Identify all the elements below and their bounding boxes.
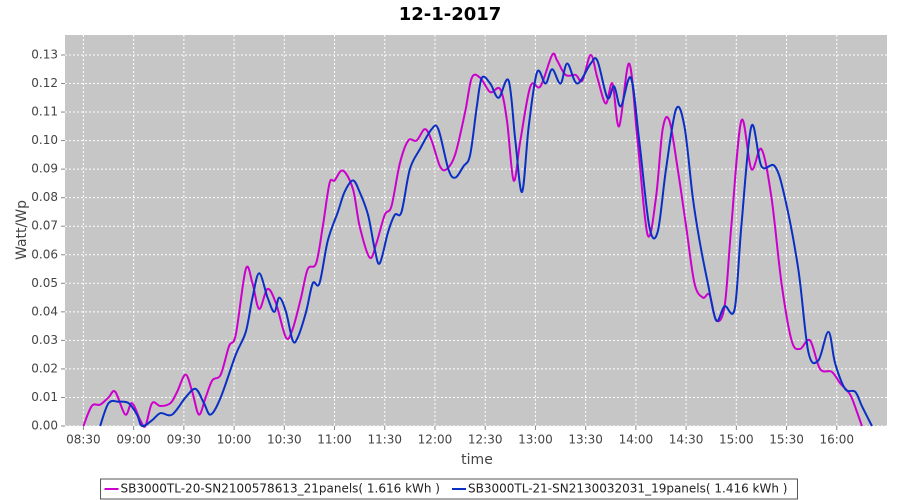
ticks: 0.00 0.01 0.02 0.03 0.04 0.05 0.06 0.07 0.08 0.09… <box>31 47 854 446</box>
series-line <box>99 57 873 428</box>
x-tick-label: 10:00 <box>217 433 252 447</box>
y-tick-label: 0.12 <box>31 76 58 90</box>
series-line <box>82 52 863 428</box>
legend-label: SB3000TL-20-SN2100578613_21panels( 1.616… <box>121 482 440 496</box>
y-tick-label: 0.03 <box>31 333 58 347</box>
y-tick-label: 0.04 <box>31 304 58 318</box>
x-tick-label: 09:30 <box>167 433 202 447</box>
y-tick-label: 0.00 <box>31 419 58 433</box>
y-tick-label: 0.05 <box>31 276 58 290</box>
y-tick-label: 0.09 <box>31 162 58 176</box>
x-tick-label: 12:30 <box>468 433 503 447</box>
y-tick-label: 0.07 <box>31 219 58 233</box>
x-tick-label: 16:00 <box>819 433 854 447</box>
y-tick-label: 0.06 <box>31 247 58 261</box>
legend-label: SB3000TL-21-SN2130032031_19panels( 1.416… <box>468 482 787 496</box>
x-tick-label: 08:30 <box>66 433 101 447</box>
x-tick-label: 11:00 <box>317 433 352 447</box>
x-tick-label: 09:00 <box>116 433 151 447</box>
y-axis-label: Watt/Wp <box>14 200 30 260</box>
y-tick-label: 0.10 <box>31 133 58 147</box>
lines <box>82 52 873 428</box>
x-tick-label: 14:00 <box>619 433 654 447</box>
legend: SB3000TL-20-SN2100578613_21panels( 1.616… <box>100 478 798 500</box>
y-tick-label: 0.02 <box>31 361 58 375</box>
y-tick-label: 0.11 <box>31 105 58 119</box>
x-tick-label: 11:30 <box>367 433 402 447</box>
y-tick-label: 0.13 <box>31 47 58 61</box>
chart-title: 12-1-2017 <box>399 4 502 25</box>
x-tick-label: 14:30 <box>669 433 704 447</box>
legend-box <box>100 478 798 500</box>
x-tick-label: 13:30 <box>568 433 603 447</box>
x-tick-label: 13:00 <box>518 433 553 447</box>
y-tick-label: 0.08 <box>31 190 58 204</box>
plot-area <box>65 35 887 426</box>
x-tick-label: 15:00 <box>719 433 754 447</box>
x-axis-label: time <box>461 452 493 468</box>
x-tick-label: 15:30 <box>769 433 804 447</box>
y-tick-label: 0.01 <box>31 390 58 404</box>
x-tick-label: 12:00 <box>418 433 453 447</box>
x-tick-label: 10:30 <box>267 433 302 447</box>
